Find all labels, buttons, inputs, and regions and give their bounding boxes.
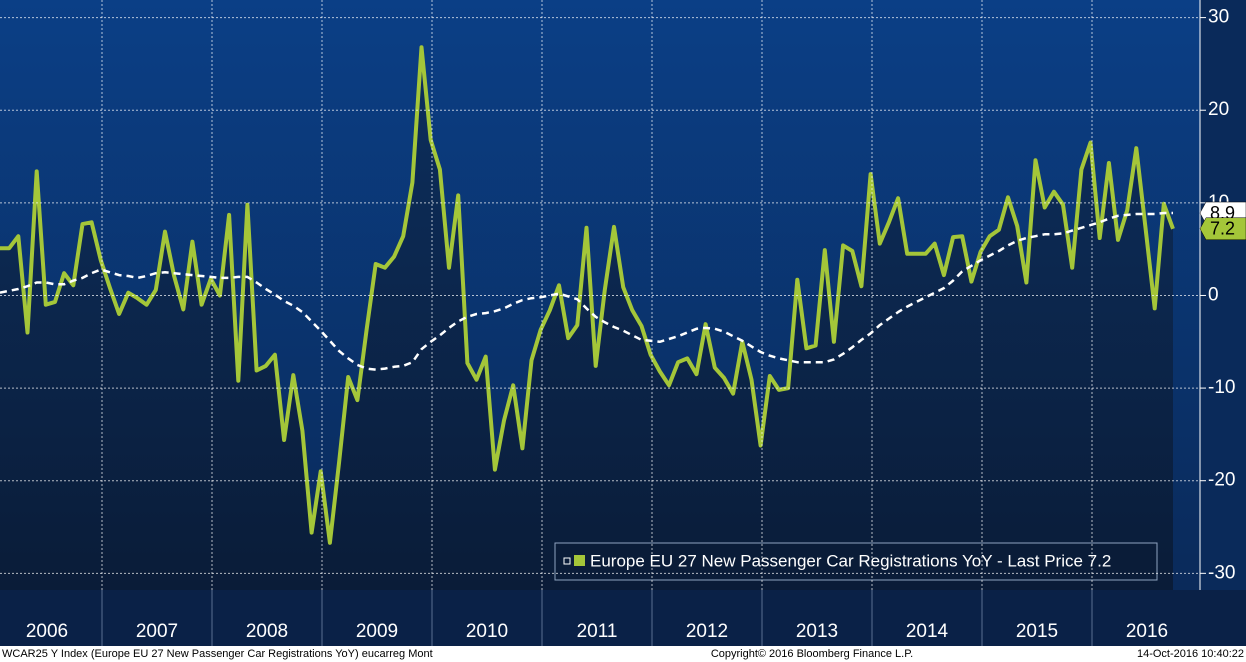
- legend-icon: [563, 557, 571, 565]
- y-tick-label: -20: [1208, 470, 1235, 491]
- legend-label: Europe EU 27 New Passenger Car Registrat…: [590, 551, 1111, 570]
- footer-right: 14-Oct-2016 10:40:22: [1137, 648, 1244, 660]
- x-tick-label: 2010: [466, 621, 508, 642]
- x-tick-label: 2014: [906, 621, 949, 642]
- footer-left: WCAR25 Y Index (Europe EU 27 New Passeng…: [2, 648, 433, 660]
- y-tick-label: -30: [1208, 562, 1235, 583]
- legend-box: [554, 542, 1158, 581]
- y-tick-label: 30: [1208, 7, 1229, 28]
- last-value-label: 7.2: [1210, 219, 1235, 239]
- last-value-tag: [1199, 217, 1246, 241]
- x-tick-label: 2011: [577, 621, 618, 642]
- plot: [0, 45, 1175, 590]
- x-tick-label: 2013: [796, 621, 838, 642]
- x-tick-label: 2008: [246, 621, 288, 642]
- x-axis-band: [0, 590, 1246, 646]
- y-tick-label: -10: [1208, 377, 1235, 398]
- x-tick-label: 2007: [136, 621, 178, 642]
- y-tick-label: 0: [1208, 284, 1219, 305]
- area-fill: [0, 47, 1173, 590]
- footer-center: Copyright© 2016 Bloomberg Finance L.P.: [711, 648, 913, 660]
- x-tick-label: 2016: [1126, 621, 1168, 642]
- axis-background: [1200, 0, 1246, 590]
- moving-average-line: [0, 211, 1173, 371]
- x-tick-label: 2015: [1016, 621, 1058, 642]
- x-tick-label: 2006: [26, 621, 68, 642]
- x-tick-label: 2012: [686, 621, 728, 642]
- footer-band: [0, 646, 1246, 662]
- y-tick-label: 20: [1208, 99, 1229, 120]
- x-tick-label: 2009: [356, 621, 398, 642]
- legend-swatch: [574, 555, 585, 566]
